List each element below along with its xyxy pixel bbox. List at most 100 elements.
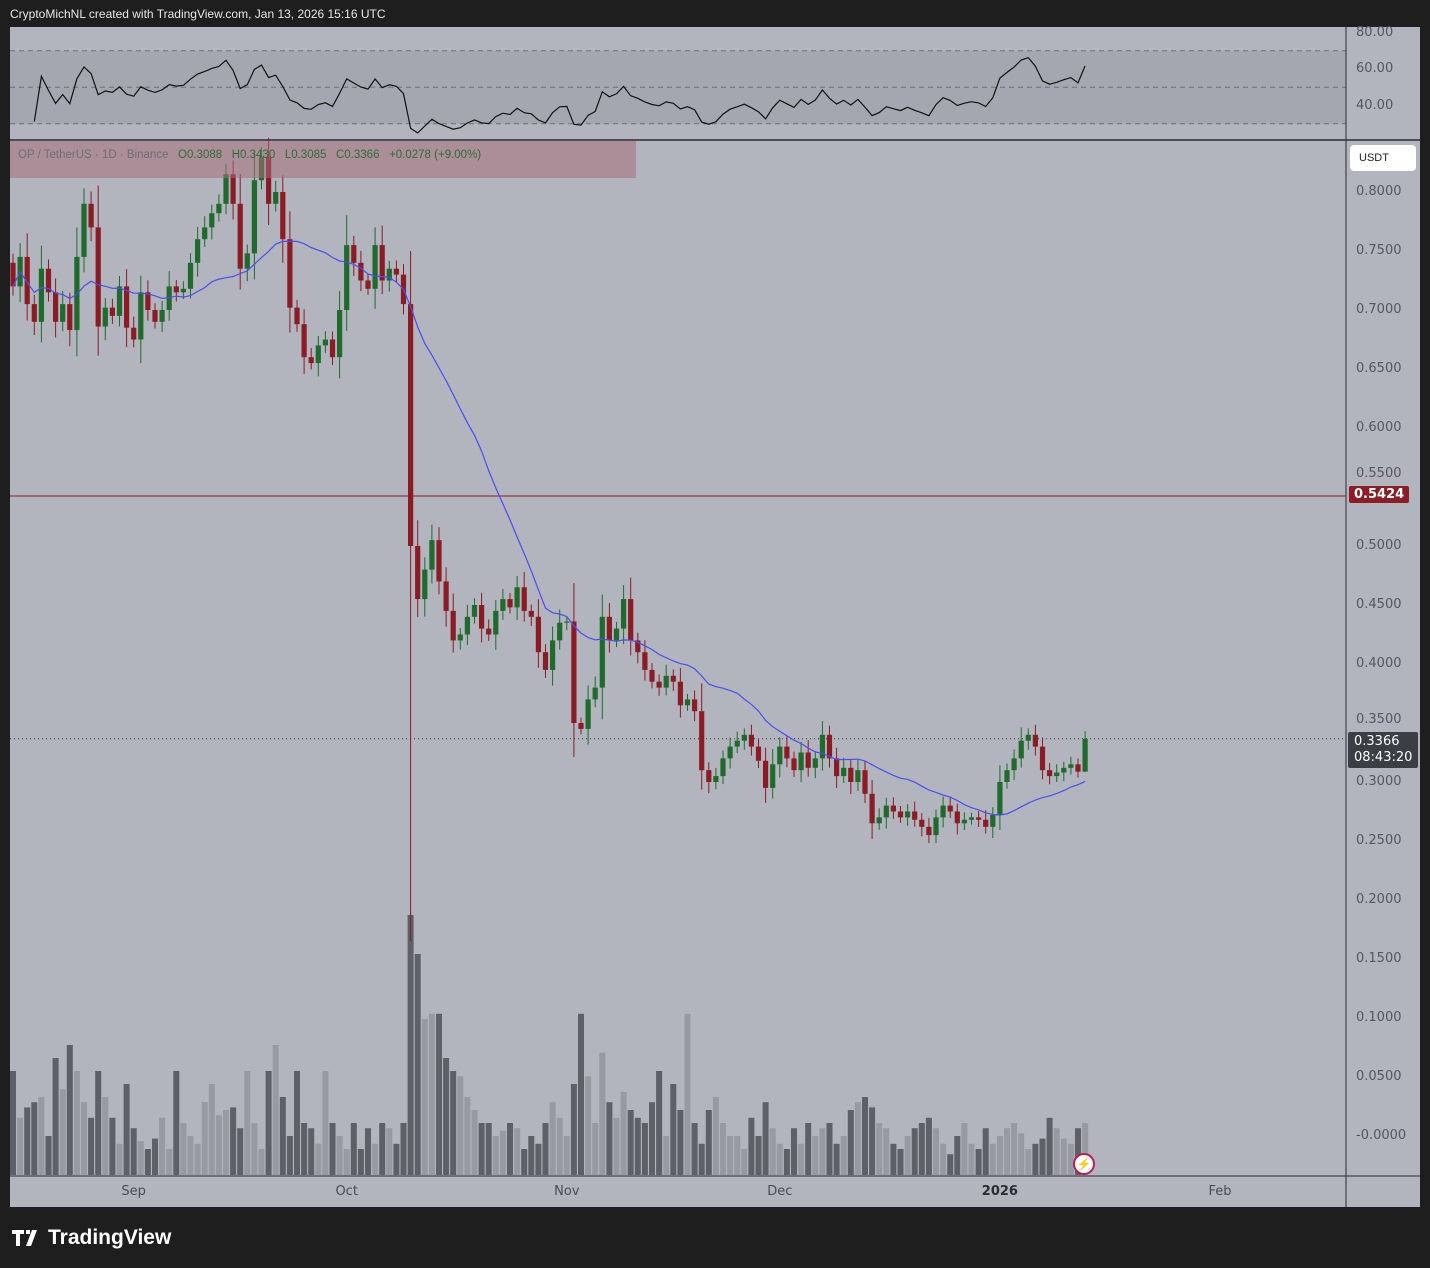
candle-body xyxy=(670,675,676,682)
candle-body xyxy=(585,699,591,729)
volume-bar xyxy=(1053,1128,1060,1175)
volume-bar xyxy=(414,954,421,1175)
volume-bar xyxy=(329,1123,336,1175)
candle-body xyxy=(826,734,833,759)
price-tick-label: 0.1500 xyxy=(1356,951,1402,966)
volume-bar xyxy=(386,1128,393,1175)
volume-bar xyxy=(542,1123,549,1175)
volume-bar xyxy=(1004,1128,1010,1175)
candle-body xyxy=(38,268,44,322)
volume-bar xyxy=(1011,1123,1018,1175)
candle-body xyxy=(805,752,811,768)
brand-name: TradingView xyxy=(48,1226,172,1249)
volume-bar xyxy=(741,1149,748,1175)
volume-bar xyxy=(698,1143,705,1175)
candle-body xyxy=(841,767,847,777)
candle-body xyxy=(386,268,392,281)
volume-bar xyxy=(748,1117,755,1175)
candle-body xyxy=(528,610,534,617)
price-tick-label: 0.6500 xyxy=(1356,361,1402,376)
volume-bar xyxy=(485,1123,492,1175)
volume-bar xyxy=(826,1123,833,1175)
candle-body xyxy=(684,699,691,706)
volume-bar xyxy=(549,1102,556,1175)
candle-body xyxy=(571,621,577,723)
candle-body xyxy=(266,156,272,204)
candle-body xyxy=(294,307,300,325)
volume-bar xyxy=(634,1117,641,1175)
candle-body xyxy=(1047,770,1053,777)
volume-bar xyxy=(805,1123,812,1175)
volume-bar xyxy=(38,1097,45,1175)
tradingview-logo[interactable]: TradingView xyxy=(12,1226,171,1250)
candle-body xyxy=(464,616,470,635)
candle-body xyxy=(649,669,655,682)
current-price: 0.3366 xyxy=(1354,734,1400,749)
volume-bar xyxy=(492,1136,499,1175)
volume-bar xyxy=(144,1149,151,1175)
candle-body xyxy=(819,734,825,759)
volume-bar xyxy=(996,1136,1003,1175)
candle-body xyxy=(53,292,59,322)
volume-bar xyxy=(606,1102,613,1175)
lightning-icon[interactable]: ⚡ xyxy=(1073,1153,1095,1175)
candle-body xyxy=(471,605,478,617)
candle-body xyxy=(699,711,705,771)
candle-body xyxy=(564,621,570,623)
volume-bar xyxy=(88,1117,95,1175)
volume-bar xyxy=(890,1143,897,1175)
candle-body xyxy=(415,546,421,600)
rsi-tick-label: 80.00 xyxy=(1356,24,1394,40)
candle-body xyxy=(919,819,925,827)
candle-body xyxy=(933,817,939,836)
volume-bar xyxy=(947,1154,954,1175)
price-tick-label: 0.5000 xyxy=(1356,538,1402,553)
candle-body xyxy=(500,599,506,611)
volume-bar xyxy=(251,1123,258,1175)
legend-high: H0.3430 xyxy=(231,149,276,161)
candle-body xyxy=(230,174,236,204)
candle-body xyxy=(393,268,399,275)
volume-bar xyxy=(847,1110,854,1175)
volume-bar xyxy=(343,1149,350,1175)
candle-body xyxy=(621,599,627,629)
currency-button[interactable]: USDT xyxy=(1350,145,1416,171)
chart-area[interactable] xyxy=(10,27,1420,1207)
candle-body xyxy=(1082,738,1088,772)
candle-body xyxy=(599,616,605,688)
volume-bar xyxy=(237,1128,244,1175)
candle-body xyxy=(1061,767,1067,773)
candle-body xyxy=(1039,746,1046,771)
volume-bar xyxy=(769,1128,776,1175)
symbol-legend[interactable]: OP / TetherUS · 1D · Binance O0.3088 H0.… xyxy=(18,149,481,161)
candle-body xyxy=(152,310,158,322)
candle-body xyxy=(1068,764,1074,768)
volume-bar xyxy=(258,1149,265,1175)
candle-body xyxy=(351,245,357,263)
candle-body xyxy=(1075,764,1081,772)
candle-body xyxy=(734,740,740,747)
marked-level-label: 0.5424 xyxy=(1349,486,1410,503)
volume-bar xyxy=(1018,1133,1025,1175)
candle-body xyxy=(748,734,754,747)
volume-bar xyxy=(954,1136,961,1175)
candle-body xyxy=(869,793,875,824)
volume-bar xyxy=(31,1102,38,1175)
candle-body xyxy=(187,262,194,289)
candle-body xyxy=(244,253,250,269)
volume-bar xyxy=(315,1143,322,1175)
volume-bar xyxy=(854,1102,861,1175)
volume-bar xyxy=(656,1071,663,1175)
volume-bar xyxy=(755,1136,762,1175)
volume-bar xyxy=(933,1128,939,1175)
volume-bar xyxy=(897,1149,904,1175)
candle-body xyxy=(116,286,123,316)
volume-bar xyxy=(421,1019,428,1175)
volume-bar xyxy=(1082,1123,1089,1175)
volume-bar xyxy=(322,1071,329,1175)
volume-bar xyxy=(379,1123,386,1175)
time-tick-label: Dec xyxy=(767,1184,793,1199)
volume-bar xyxy=(712,1097,719,1175)
volume-bar xyxy=(762,1102,769,1175)
